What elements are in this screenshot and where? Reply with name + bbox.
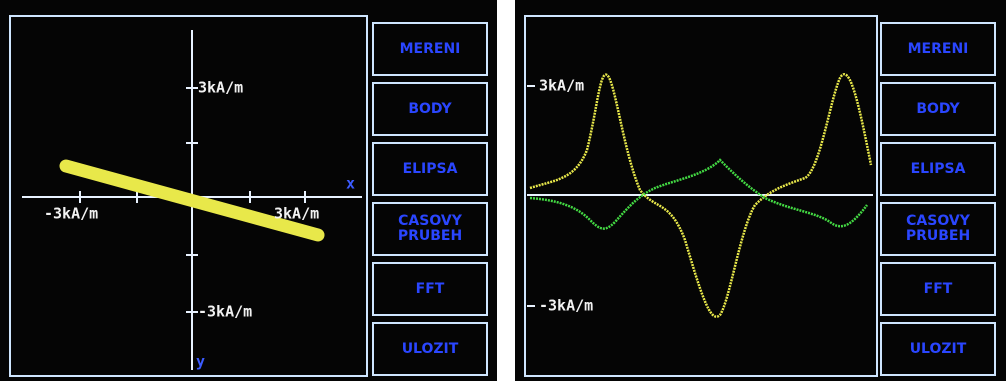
- menu-button[interactable]: BODY: [372, 82, 488, 136]
- label: 3kA/m: [198, 79, 243, 97]
- menu-button[interactable]: CASOVY PRUBEH: [372, 202, 488, 256]
- label: 3kA/m: [274, 205, 319, 223]
- label: 3kA/m: [539, 77, 584, 95]
- page: 3kA/m -3kA/m -3kA/m 3kA/m x y MERENI BODY…: [0, 0, 1006, 381]
- menu-button[interactable]: MERENI: [880, 22, 996, 76]
- menu-button[interactable]: CASOVY PRUBEH: [880, 202, 996, 256]
- menu-button[interactable]: BODY: [880, 82, 996, 136]
- menu-button[interactable]: ELIPSA: [372, 142, 488, 196]
- label: -3kA/m: [198, 303, 252, 321]
- label: x: [346, 175, 355, 193]
- screen-left: 3kA/m -3kA/m -3kA/m 3kA/m x y MERENI BODY…: [0, 0, 497, 381]
- label: -3kA/m: [44, 205, 98, 223]
- menu-button[interactable]: ULOZIT: [880, 322, 996, 376]
- menu-button[interactable]: FFT: [880, 262, 996, 316]
- axes: [527, 86, 873, 306]
- menu-button[interactable]: ELIPSA: [880, 142, 996, 196]
- label: -3kA/m: [539, 297, 593, 315]
- menu-button[interactable]: FFT: [372, 262, 488, 316]
- screen-right: 3kA/m -3kA/m MERENI BODY ELIPSA CASOVY PRUB…: [515, 0, 1006, 381]
- label: y: [196, 353, 205, 371]
- menu-button[interactable]: MERENI: [372, 22, 488, 76]
- menu-button[interactable]: ULOZIT: [372, 322, 488, 376]
